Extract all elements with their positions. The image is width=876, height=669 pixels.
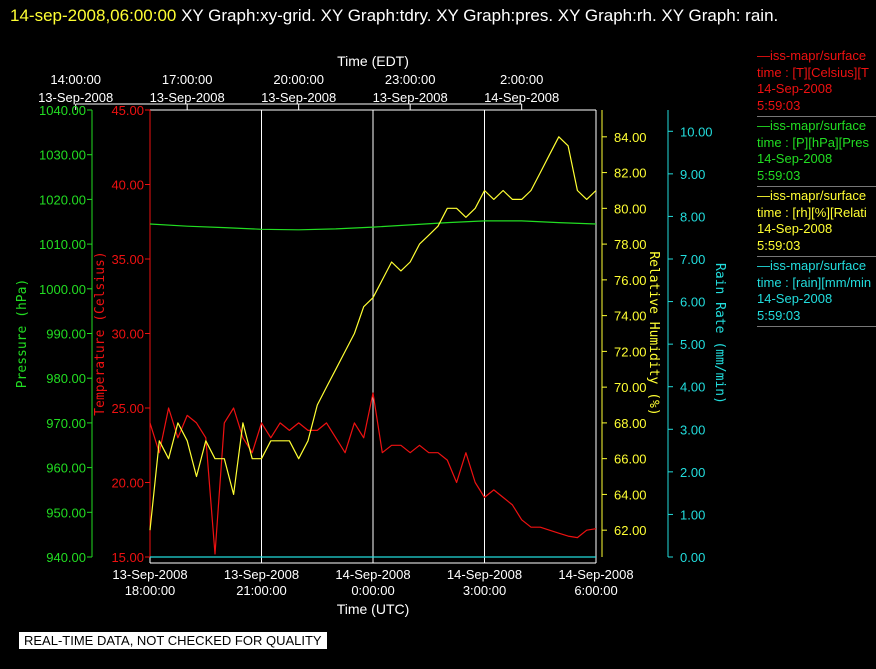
graph-header: 14-sep-2008,06:00:00 XY Graph:xy-grid. X… [10,2,860,30]
bottom-tick-time: 3:00:00 [463,583,506,598]
rain-tick-label: 7.00 [680,252,705,267]
legend-entry-line1: —iss-mapr/surface [757,258,867,273]
temperature-tick-label: 25.00 [111,401,144,416]
temperature-tick-label: 20.00 [111,476,144,491]
rain-tick-label: 0.00 [680,550,705,565]
legend: —iss-mapr/surface time : [T][Celsius][T 14… [757,48,876,328]
rain-tick-label: 9.00 [680,167,705,182]
header-timestamp: 14-sep-2008,06:00:00 [10,6,177,25]
top-tick-time: 23:00:00 [385,72,436,87]
temperature-axis-title: Temperature (Celsius) [93,251,108,415]
bottom-tick-date: 13-Sep-2008 [112,567,187,582]
rain-tick-label: 10.00 [680,124,713,139]
humidity-tick-label: 64.00 [614,487,647,502]
bottom-tick-date: 14-Sep-2008 [335,567,410,582]
humidity-tick-label: 68.00 [614,416,647,431]
legend-entry-date: 14-Sep-2008 [757,221,833,236]
legend-entry-line1: —iss-mapr/surface [757,188,867,203]
legend-entry-time: 5:59:03 [757,237,801,253]
humidity-tick-label: 80.00 [614,201,647,216]
rain-tick-label: 8.00 [680,209,705,224]
pressure-tick-label: 950.00 [46,505,86,520]
bottom-tick-time: 18:00:00 [125,583,176,598]
rain-tick-label: 2.00 [680,465,705,480]
temperature-tick-label: 40.00 [111,178,144,193]
humidity-tick-label: 76.00 [614,273,647,288]
humidity-series-line [149,136,597,531]
legend-entry-line2: time : [T][Celsius][T [757,64,869,80]
humidity-tick-label: 70.00 [614,380,647,395]
top-tick-date: 14-Sep-2008 [484,90,559,105]
top-axis-title: Time (EDT) [337,53,409,69]
rain-tick-label: 1.00 [680,507,705,522]
top-tick-time: 20:00:00 [273,72,324,87]
legend-entry-line2: time : [rh][%][Relati [757,204,867,220]
top-tick-date: 13-Sep-2008 [150,90,225,105]
humidity-axis-title: Relative Humidity (%) [646,251,661,415]
bottom-tick-date: 14-Sep-2008 [447,567,522,582]
legend-entry-line2: time : [P][hPa][Pres [757,134,869,150]
legend-entry: —iss-mapr/surface time : [P][hPa][Pres 14-… [757,118,876,187]
pressure-tick-label: 1040.00 [39,103,86,118]
bottom-axis-title: Time (UTC) [337,601,410,617]
pressure-series-line [149,220,597,231]
pressure-tick-label: 980.00 [46,371,86,386]
pressure-tick-label: 1000.00 [39,282,86,297]
legend-entry: —iss-mapr/surface time : [T][Celsius][T 14… [757,48,876,117]
legend-entry-line1: —iss-mapr/surface [757,48,867,63]
rain-tick-label: 6.00 [680,295,705,310]
quality-disclaimer: REAL-TIME DATA, NOT CHECKED FOR QUALITY [19,632,327,649]
bottom-tick-time: 6:00:00 [574,583,617,598]
rain-tick-label: 3.00 [680,422,705,437]
humidity-tick-label: 82.00 [614,166,647,181]
legend-entry: —iss-mapr/surface time : [rain][mm/min 14-… [757,258,876,327]
temperature-tick-label: 35.00 [111,252,144,267]
pressure-tick-label: 970.00 [46,416,86,431]
temperature-tick-label: 15.00 [111,550,144,565]
legend-entry-time: 5:59:03 [757,167,801,183]
pressure-tick-label: 990.00 [46,327,86,342]
bottom-tick-time: 21:00:00 [236,583,287,598]
pressure-tick-label: 1020.00 [39,192,86,207]
legend-entry-line1: —iss-mapr/surface [757,118,867,133]
rain-axis-title: Rain Rate (mm/min) [712,263,727,404]
pressure-tick-label: 1030.00 [39,148,86,163]
humidity-tick-label: 62.00 [614,523,647,538]
bottom-tick-date: 14-Sep-2008 [558,567,633,582]
temperature-series-line [149,392,597,555]
top-tick-time: 2:00:00 [500,72,543,87]
top-tick-time: 17:00:00 [162,72,213,87]
top-tick-date: 13-Sep-2008 [373,90,448,105]
legend-entry-line2: time : [rain][mm/min [757,274,872,290]
humidity-tick-label: 66.00 [614,452,647,467]
rain-tick-label: 5.00 [680,337,705,352]
bottom-tick-date: 13-Sep-2008 [224,567,299,582]
temperature-tick-label: 45.00 [111,103,144,118]
header-graph-list: XY Graph:xy-grid. XY Graph:tdry. XY Grap… [176,6,779,25]
legend-entry-time: 5:59:03 [757,307,801,323]
legend-entry-time: 5:59:03 [757,97,801,113]
humidity-tick-label: 84.00 [614,130,647,145]
pressure-tick-label: 940.00 [46,550,86,565]
legend-entry-date: 14-Sep-2008 [757,291,833,306]
humidity-tick-label: 74.00 [614,309,647,324]
pressure-tick-label: 1010.00 [39,237,86,252]
humidity-tick-label: 78.00 [614,237,647,252]
bottom-tick-time: 0:00:00 [351,583,394,598]
rain-tick-label: 4.00 [680,380,705,395]
temperature-tick-label: 30.00 [111,327,144,342]
legend-entry-date: 14-Sep-2008 [757,151,833,166]
legend-entry: —iss-mapr/surface time : [rh][%][Relati 14… [757,188,876,257]
humidity-tick-label: 72.00 [614,344,647,359]
top-tick-date: 13-Sep-2008 [261,90,336,105]
pressure-axis-title: Pressure (hPa) [15,279,30,389]
legend-entry-date: 14-Sep-2008 [757,81,833,96]
top-tick-date: 13-Sep-2008 [38,90,113,105]
pressure-tick-label: 960.00 [46,461,86,476]
top-tick-time: 14:00:00 [50,72,101,87]
